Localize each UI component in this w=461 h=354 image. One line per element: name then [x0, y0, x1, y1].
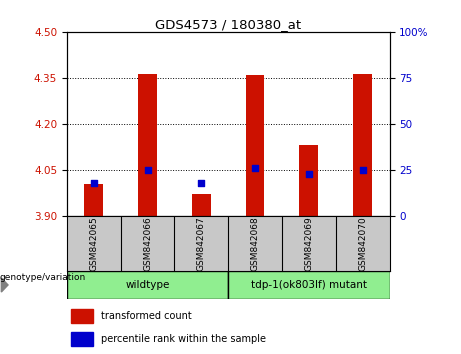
Bar — [246, 75, 265, 216]
Point — [305, 171, 313, 176]
Bar — [84, 184, 103, 216]
Point — [144, 167, 151, 173]
Bar — [138, 74, 157, 216]
Title: GDS4573 / 180380_at: GDS4573 / 180380_at — [155, 18, 301, 31]
Text: GSM842066: GSM842066 — [143, 216, 152, 271]
Text: GSM842069: GSM842069 — [304, 216, 313, 271]
Text: GSM842067: GSM842067 — [197, 216, 206, 271]
Point — [198, 180, 205, 185]
Text: GSM842065: GSM842065 — [89, 216, 98, 271]
Bar — [71, 309, 93, 323]
Point — [90, 180, 97, 185]
Point — [251, 165, 259, 171]
Bar — [300, 145, 318, 216]
FancyBboxPatch shape — [67, 271, 228, 299]
Text: GSM842070: GSM842070 — [358, 216, 367, 271]
Text: wildtype: wildtype — [125, 280, 170, 290]
Text: percentile rank within the sample: percentile rank within the sample — [101, 334, 266, 344]
Bar — [71, 332, 93, 346]
Bar — [192, 194, 211, 216]
Text: GSM842068: GSM842068 — [251, 216, 260, 271]
Text: tdp-1(ok803lf) mutant: tdp-1(ok803lf) mutant — [251, 280, 367, 290]
Text: transformed count: transformed count — [101, 311, 192, 321]
Text: genotype/variation: genotype/variation — [0, 273, 86, 281]
Polygon shape — [1, 278, 8, 292]
FancyBboxPatch shape — [228, 271, 390, 299]
Bar — [353, 74, 372, 216]
Point — [359, 167, 366, 173]
